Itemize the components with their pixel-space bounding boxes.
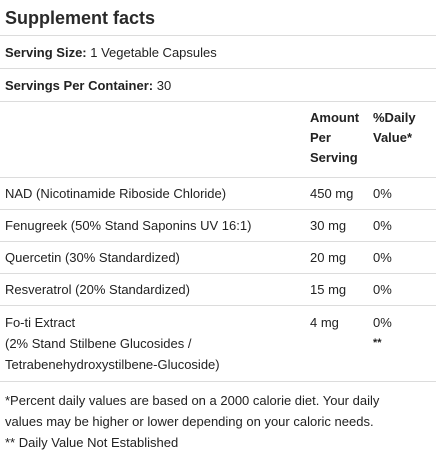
table-row: Fo-ti Extract (2% Stand Stilbene Glucosi… [0,305,436,382]
serving-size-value: 1 Vegetable Capsules [90,45,217,60]
ingredient-daily-value: 0% [370,209,436,242]
name-column-header [0,102,306,178]
daily-value-column-header: %Daily Value* [370,102,436,178]
ingredient-name-line: (2% Stand Stilbene Glucosides / [5,336,192,351]
amount-header-line: Amount [310,110,360,125]
ingredient-name-line: Fo-ti Extract [5,315,76,330]
amount-header-line: Per [310,130,331,145]
footnote-line: ** Daily Value Not Established [5,435,179,450]
ingredient-amount: 30 mg [306,209,370,242]
dv-value: 0% [373,315,392,330]
ingredient-amount: 450 mg [306,177,370,210]
ingredient-amount: 4 mg [306,305,370,382]
servings-per-container-row: Servings Per Container: 30 [0,69,436,102]
table-row: Fenugreek (50% Stand Saponins UV 16:1) 3… [0,209,436,242]
ingredient-amount: 20 mg [306,241,370,274]
serving-size-row: Serving Size: 1 Vegetable Capsules [0,36,436,69]
footnote-line: values may be higher or lower depending … [5,414,374,429]
ingredient-daily-value: 0% [370,177,436,210]
ingredient-name-line: Tetrabenehydroxystilbene-Glucoside) [5,357,220,372]
ingredient-name: Quercetin (30% Standardized) [0,241,306,274]
servings-per-container-value: 30 [156,78,172,93]
ingredient-daily-value: 0% ** [370,305,436,382]
ingredient-daily-value: 0% [370,273,436,306]
ingredient-name: NAD (Nicotinamide Riboside Chloride) [0,177,306,210]
table-row: Resveratrol (20% Standardized) 15 mg 0% [0,273,436,306]
ingredient-name: Fo-ti Extract (2% Stand Stilbene Glucosi… [0,305,306,382]
ingredient-amount: 15 mg [306,273,370,306]
footnotes: *Percent daily values are based on a 200… [0,382,436,453]
panel-title: Supplement facts [0,0,436,36]
serving-size-label: Serving Size: [5,45,87,60]
table-header-row: Amount Per Serving %Daily Value* [0,102,436,178]
footnote-line: *Percent daily values are based on a 200… [5,393,380,408]
amount-header-line: Serving [310,150,358,165]
amount-column-header: Amount Per Serving [306,102,370,178]
nutrient-table: Amount Per Serving %Daily Value* NAD (Ni… [0,102,436,382]
ingredient-name: Resveratrol (20% Standardized) [0,273,306,306]
dv-header-line: Value* [373,130,413,145]
ingredient-name: Fenugreek (50% Stand Saponins UV 16:1) [0,209,306,242]
ingredient-daily-value: 0% [370,241,436,274]
table-row: NAD (Nicotinamide Riboside Chloride) 450… [0,177,436,210]
table-row: Quercetin (30% Standardized) 20 mg 0% [0,241,436,274]
dv-not-established-mark: ** [373,337,382,349]
servings-per-container-label: Servings Per Container: [5,78,154,93]
dv-header-line: %Daily [373,110,416,125]
